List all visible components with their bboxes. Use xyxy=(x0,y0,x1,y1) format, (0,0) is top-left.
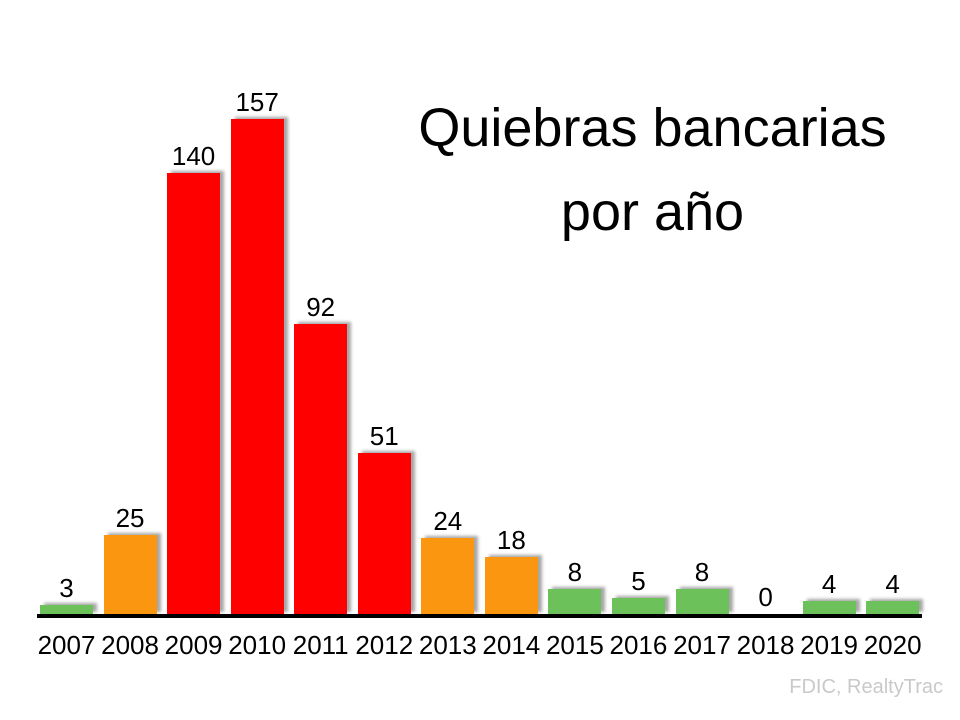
value-label-2016: 5 xyxy=(631,566,646,597)
bar-2008 xyxy=(103,535,157,614)
value-label-2010: 157 xyxy=(235,87,279,118)
bar-2014 xyxy=(484,557,538,614)
value-label-2019: 4 xyxy=(821,569,837,600)
year-label-2014: 2014 xyxy=(482,630,541,660)
bar-2015 xyxy=(548,588,602,614)
bar-2009 xyxy=(167,173,221,614)
bar-2012 xyxy=(357,453,411,614)
year-label-2017: 2017 xyxy=(673,630,731,660)
bar-2017 xyxy=(675,588,729,614)
value-label-2018: 0 xyxy=(758,582,773,612)
value-label-2020: 4 xyxy=(885,569,900,600)
bar-2011 xyxy=(294,324,348,614)
value-label-2011: 92 xyxy=(306,292,336,323)
year-label-2010: 2010 xyxy=(228,630,287,660)
bar-2019 xyxy=(802,601,856,614)
x-axis-line xyxy=(37,614,922,618)
bar-2020 xyxy=(866,601,920,614)
value-label-2007: 3 xyxy=(59,572,74,603)
value-label-2015: 8 xyxy=(567,556,583,587)
year-label-2011: 2011 xyxy=(292,630,349,660)
year-label-2020: 2020 xyxy=(863,630,922,660)
year-label-2016: 2016 xyxy=(609,630,668,660)
bar-2010 xyxy=(230,119,284,614)
value-label-2017: 8 xyxy=(694,556,710,587)
value-label-2013: 24 xyxy=(433,506,463,537)
year-label-2007: 2007 xyxy=(37,630,96,660)
year-label-2015: 2015 xyxy=(545,630,604,660)
year-label-2013: 2013 xyxy=(418,630,477,660)
source-attribution: FDIC, RealtyTrac xyxy=(789,676,943,698)
bar-2016 xyxy=(611,598,665,614)
year-label-2019: 2019 xyxy=(800,630,858,660)
chart-title: Quiebras bancarias por año xyxy=(418,98,887,242)
bar-2007 xyxy=(40,604,93,614)
value-label-2012: 51 xyxy=(369,421,399,452)
year-label-2012: 2012 xyxy=(355,630,414,660)
year-label-2008: 2008 xyxy=(101,630,159,660)
value-label-2009: 140 xyxy=(171,141,216,171)
bar-2013 xyxy=(421,538,475,614)
year-label-2018: 2018 xyxy=(736,630,795,660)
value-label-2008: 25 xyxy=(115,503,145,534)
value-label-2014: 18 xyxy=(496,525,526,556)
year-label-2009: 2009 xyxy=(164,630,223,660)
